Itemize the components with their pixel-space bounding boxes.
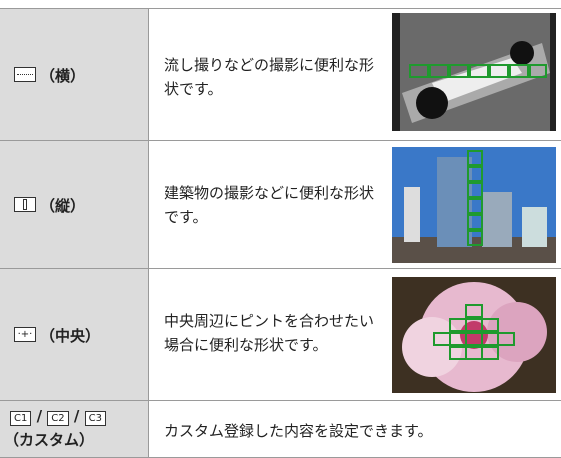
table-row: （横） 流し撮りなどの撮影に便利な形状です。 <box>0 8 561 141</box>
icon-label: C2 <box>47 411 69 426</box>
label-cell: （縦） <box>0 141 149 269</box>
description: カスタム登録した内容を設定できます。 <box>164 422 433 440</box>
icon: ·+· <box>14 327 36 342</box>
icon <box>14 67 36 82</box>
label-cell: C1 / C2 / C3 （カスタム） <box>0 401 149 457</box>
row-label: （横） <box>40 67 86 85</box>
description: 流し撮りなどの撮影に便利な形状です。 <box>164 56 375 98</box>
label-cell: （横） <box>0 9 149 141</box>
table-row: （縦） 建築物の撮影などに便利な形状です。 <box>0 140 561 269</box>
icon-label: C1 <box>10 411 32 426</box>
description: 建築物の撮影などに便利な形状です。 <box>164 184 375 226</box>
row-label: （中央） <box>40 327 101 345</box>
row-label: （カスタム） <box>4 431 95 449</box>
photo <box>392 277 556 393</box>
photo <box>392 13 556 131</box>
table-row: C1 / C2 / C3 （カスタム） カスタム登録した内容を設定できます。 <box>0 400 561 458</box>
table-row: ·+· （中央） 中央周辺にピントを合わせたい場合に便利な形状です。 <box>0 268 561 401</box>
custom-icons: C1 / C2 / C3 <box>10 407 106 426</box>
photo <box>392 147 556 263</box>
icon-label: C3 <box>84 411 106 426</box>
label-cell: ·+· （中央） <box>0 269 149 401</box>
row-label: （縦） <box>40 197 86 215</box>
description: 中央周辺にピントを合わせたい場合に便利な形状です。 <box>164 312 375 354</box>
icon <box>14 197 36 212</box>
